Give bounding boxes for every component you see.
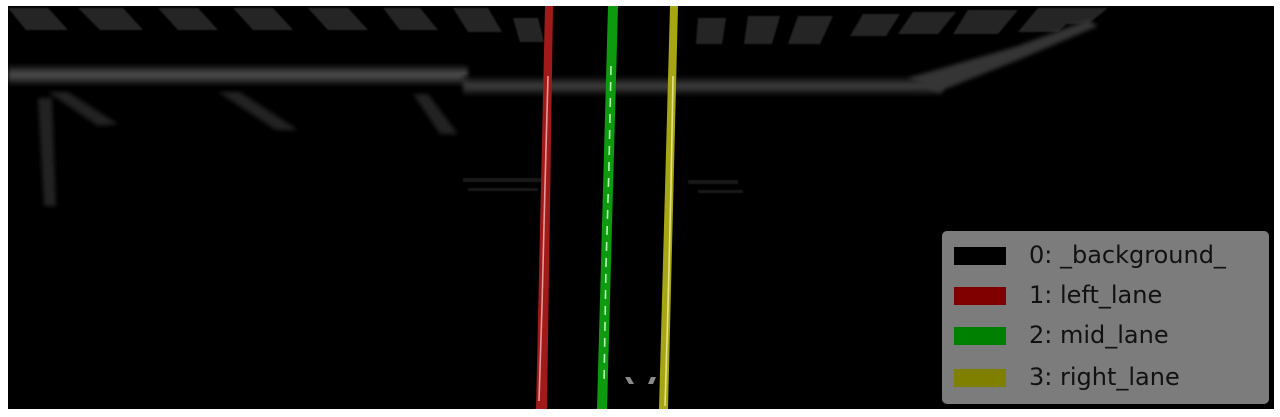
legend-entry-mid-lane: 2: mid_lane bbox=[942, 317, 1269, 353]
legend-swatch-mid-lane bbox=[954, 327, 1006, 345]
legend-entry-background: 0: _background_ bbox=[942, 237, 1269, 273]
legend-entry-left-lane: 1: left_lane bbox=[942, 277, 1269, 313]
legend-swatch-background bbox=[954, 247, 1006, 265]
legend-swatch-left-lane bbox=[954, 287, 1006, 305]
scene-canvas bbox=[8, 6, 1108, 409]
mid-lane-line bbox=[597, 6, 618, 409]
right-lane-line bbox=[659, 6, 678, 409]
legend-label-right-lane: 3: right_lane bbox=[1029, 363, 1180, 391]
legend-label-mid-lane: 2: mid_lane bbox=[1029, 321, 1169, 349]
lane-lines bbox=[536, 6, 678, 409]
legend-swatch-right-lane bbox=[954, 369, 1006, 387]
legend: 0: _background_ 1: left_lane 2: mid_lane… bbox=[942, 231, 1269, 404]
legend-label-left-lane: 1: left_lane bbox=[1029, 281, 1163, 309]
legend-entry-right-lane: 3: right_lane bbox=[942, 359, 1269, 395]
segmentation-image: 0: _background_ 1: left_lane 2: mid_lane… bbox=[8, 6, 1274, 409]
legend-label-background: 0: _background_ bbox=[1029, 241, 1226, 269]
road-ghost bbox=[8, 8, 1108, 384]
left-lane-line bbox=[536, 6, 553, 409]
